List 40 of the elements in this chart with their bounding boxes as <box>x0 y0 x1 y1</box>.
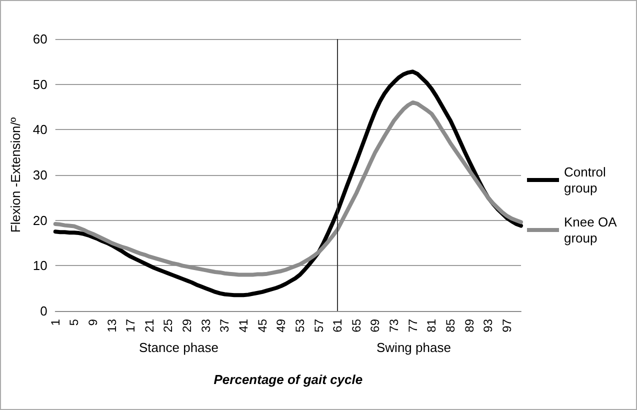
x-tick-label: 25 <box>161 318 176 332</box>
x-tick-label: 5 <box>67 318 82 326</box>
legend-label: Knee OA group <box>564 214 620 246</box>
x-tick-label: 57 <box>312 318 326 332</box>
legend-label: Control group <box>564 164 610 196</box>
x-tick-label: 49 <box>274 318 288 332</box>
y-tick-label: 60 <box>32 32 48 46</box>
x-tick-label: 73 <box>387 318 402 332</box>
x-tick-label: 45 <box>255 318 270 332</box>
y-tick-label: 50 <box>32 76 48 92</box>
x-tick-label: 17 <box>124 318 138 332</box>
x-tick-label: 41 <box>236 318 250 332</box>
text: Stance phase <box>139 340 219 355</box>
y-tick-label: 10 <box>32 258 48 274</box>
y-tick-label: 40 <box>32 122 48 138</box>
x-tick-label: 85 <box>443 318 458 332</box>
x-tick-label: 33 <box>198 318 213 332</box>
x-tick-label: 61 <box>330 318 345 332</box>
y-tick-label: 30 <box>32 168 48 182</box>
x-axis-title: Percentage of gait cycle <box>214 372 363 387</box>
x-tick-label: 29 <box>180 318 194 332</box>
x-tick-label: 13 <box>104 318 119 332</box>
x-tick-label: 21 <box>142 318 156 332</box>
line-series <box>53 100 523 277</box>
x-tick-label: 89 <box>462 318 476 332</box>
x-tick-label: 81 <box>424 318 439 332</box>
x-tick-label: 69 <box>368 318 382 332</box>
x-tick-label: 77 <box>406 318 420 332</box>
y-axis-title: Flexion -Extension/º <box>8 117 23 233</box>
line-series <box>53 70 523 298</box>
x-tick-label: 97 <box>500 318 514 332</box>
x-tick-label: 37 <box>218 318 232 332</box>
x-tick-label: 93 <box>481 318 496 332</box>
x-tick-label: 65 <box>349 318 364 332</box>
x-tick-label: 1 <box>48 318 62 326</box>
y-tick-label: 20 <box>32 212 48 228</box>
x-tick-label: 9 <box>86 318 100 326</box>
y-tick-label: 0 <box>40 304 48 318</box>
text: Swing phase <box>376 340 451 355</box>
x-tick-label: 53 <box>292 318 307 332</box>
